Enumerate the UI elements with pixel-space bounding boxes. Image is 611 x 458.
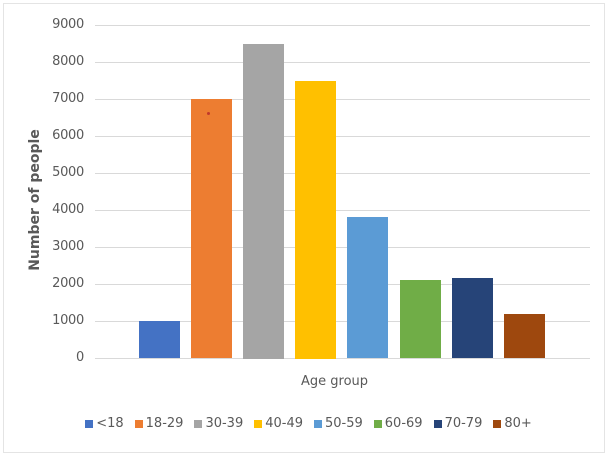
y-tick-label: 7000 xyxy=(52,91,84,106)
gridline xyxy=(95,136,590,137)
gridline xyxy=(95,99,590,100)
legend-swatch-icon xyxy=(85,419,94,428)
gridline xyxy=(95,284,590,285)
legend-label: 40-49 xyxy=(265,416,303,431)
legend-swatch-icon xyxy=(314,419,322,428)
legend-item: <18 xyxy=(85,416,124,431)
gridline xyxy=(95,358,590,359)
y-tick-label: 1000 xyxy=(52,313,84,328)
y-tick-label: 9000 xyxy=(52,17,84,32)
bar-30-39 xyxy=(243,44,284,359)
legend-swatch-icon xyxy=(134,419,143,428)
marker-dot xyxy=(207,112,210,115)
y-tick-label: 3000 xyxy=(52,239,84,254)
legend: <18 18-29 30-39 40-49 50-59 60-69 70-79 80+ xyxy=(0,416,611,431)
legend-swatch-icon xyxy=(254,419,263,428)
legend-item: 40-49 xyxy=(254,416,303,431)
legend-swatch-icon xyxy=(433,419,442,428)
legend-label: 70-79 xyxy=(444,416,483,431)
gridline xyxy=(95,247,590,248)
legend-swatch-icon xyxy=(493,419,502,428)
x-axis-title: Age group xyxy=(300,374,369,389)
bar-40-49 xyxy=(295,81,336,359)
y-tick-label: 0 xyxy=(76,350,84,365)
gridline xyxy=(95,321,590,322)
gridline xyxy=(95,62,590,63)
legend-item: 30-39 xyxy=(194,416,243,431)
legend-label: 60-69 xyxy=(384,416,423,431)
bar-18-29 xyxy=(191,99,232,358)
bar-80 xyxy=(504,314,545,358)
legend-item: 50-59 xyxy=(314,416,363,431)
bar-70-79 xyxy=(452,278,493,358)
legend-item: 80+ xyxy=(493,416,532,431)
gridline xyxy=(95,25,590,26)
legend-item: 70-79 xyxy=(433,416,483,431)
legend-label: 80+ xyxy=(504,416,532,431)
bar-18 xyxy=(139,321,180,358)
legend-label: 50-59 xyxy=(325,416,363,431)
bar-50-59 xyxy=(347,217,388,358)
y-tick-label: 8000 xyxy=(52,54,84,69)
y-tick-label: 6000 xyxy=(52,128,84,143)
y-tick-label: 4000 xyxy=(52,202,84,217)
chart-frame xyxy=(3,3,605,453)
legend-label: 18-29 xyxy=(145,416,184,431)
legend-item: 60-69 xyxy=(373,416,423,431)
y-tick-label: 5000 xyxy=(52,165,84,180)
gridline xyxy=(95,210,590,211)
legend-swatch-icon xyxy=(373,419,382,428)
y-tick-label: 2000 xyxy=(52,276,84,291)
legend-swatch-icon xyxy=(194,419,203,428)
legend-label: 30-39 xyxy=(205,416,244,431)
legend-label: <18 xyxy=(96,416,124,431)
legend-item: 18-29 xyxy=(134,416,184,431)
gridline xyxy=(95,173,590,174)
bar-60-69 xyxy=(400,280,441,358)
